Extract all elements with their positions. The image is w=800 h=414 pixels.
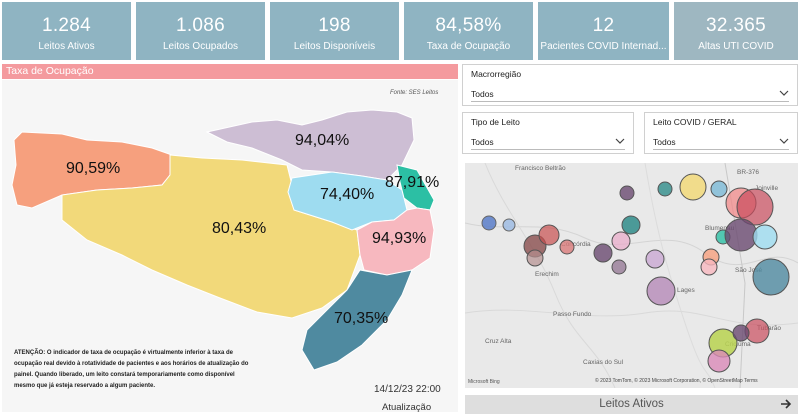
select-value: Todos xyxy=(653,137,676,147)
hospital-bubble[interactable] xyxy=(645,249,665,269)
hospital-bubble[interactable] xyxy=(502,218,516,232)
leito-covid-select[interactable]: Todos xyxy=(653,134,789,150)
hospital-bubble[interactable] xyxy=(752,258,790,296)
map-attribution[interactable]: © 2023 TomTom, © 2023 Microsoft Corporat… xyxy=(595,378,758,384)
region-sul[interactable] xyxy=(301,269,413,371)
kpi-row: 1.284 Leitos Ativos 1.086 Leitos Ocupado… xyxy=(0,0,800,62)
filter-label: Tipo de Leito xyxy=(471,117,520,127)
region-grande-florianopolis[interactable] xyxy=(356,207,435,276)
kpi-leitos-ativos[interactable]: 1.284 Leitos Ativos xyxy=(2,2,131,60)
region-label-norte: 87,91% xyxy=(385,174,440,191)
region-label-meio-oeste: 80,43% xyxy=(212,220,267,237)
kpi-value: 1.284 xyxy=(41,15,92,36)
kpi-value: 32.365 xyxy=(706,15,766,36)
occupancy-map-panel: Fonte: SES Leitos 90,59% 94,04% 80,43% 7… xyxy=(2,80,458,413)
kpi-label: Leitos Ocupados xyxy=(162,41,239,52)
kpi-value: 84,58% xyxy=(435,15,502,36)
hospital-bubble[interactable] xyxy=(559,239,575,255)
hospital-bubble[interactable] xyxy=(593,243,613,263)
chevron-down-icon[interactable] xyxy=(615,137,625,145)
macrorregiao-select[interactable]: Todos xyxy=(471,86,789,102)
source-note: Fonte: SES Leitos xyxy=(390,90,439,96)
filter-tipo-leito[interactable]: Tipo de Leito Todos xyxy=(462,112,634,154)
kpi-value: 198 xyxy=(318,15,351,36)
kpi-leitos-disponiveis[interactable]: 198 Leitos Disponíveis xyxy=(270,2,399,60)
kpi-taxa-ocupacao[interactable]: 84,58% Taxa de Ocupação xyxy=(404,2,533,60)
select-value: Todos xyxy=(471,89,494,99)
kpi-label: Taxa de Ocupação xyxy=(426,41,511,52)
region-label-vale-itajai: 74,40% xyxy=(320,186,375,203)
place-label: Passo Fundo xyxy=(553,311,592,318)
filter-label: Leito COVID / GERAL xyxy=(653,117,737,127)
chevron-down-icon[interactable] xyxy=(779,137,789,145)
hospital-bubble[interactable] xyxy=(736,188,774,226)
hospital-bubble[interactable] xyxy=(621,215,641,235)
arrow-right-icon xyxy=(781,399,792,409)
place-label: BR-376 xyxy=(737,169,760,176)
notice-text: ATENÇÃO: O indicador de taxa de ocupação… xyxy=(14,350,249,389)
place-label: Joinville xyxy=(755,185,779,192)
hospital-bubble[interactable] xyxy=(707,349,731,373)
place-label: Criciúma xyxy=(725,341,751,348)
kpi-label: Pacientes COVID Internad... xyxy=(540,41,667,52)
place-label: Francisco Beltrão xyxy=(515,165,566,172)
hospital-bubble[interactable] xyxy=(619,185,635,201)
hospital-bubble[interactable] xyxy=(732,324,750,342)
update-timestamp: 14/12/23 22:00 xyxy=(374,384,441,395)
hospital-bubble-map[interactable]: Francisco Beltrão Concórdia Erechim Pass… xyxy=(465,163,798,388)
hospital-bubble[interactable] xyxy=(700,258,718,276)
update-label: Atualização xyxy=(382,402,432,413)
place-label: Cruz Alta xyxy=(485,338,512,345)
footer-label: Leitos Ativos xyxy=(599,398,664,410)
hospital-bubble[interactable] xyxy=(646,276,676,306)
place-label: Blumenau xyxy=(705,225,735,232)
map-title: Taxa de Ocupação xyxy=(2,64,458,79)
hospital-bubble[interactable] xyxy=(538,224,560,246)
region-label-planalto-norte: 94,04% xyxy=(295,132,350,149)
chevron-down-icon[interactable] xyxy=(779,89,789,97)
tipo-leito-select[interactable]: Todos xyxy=(471,134,625,150)
hospital-bubble[interactable] xyxy=(679,173,707,201)
hospital-bubble[interactable] xyxy=(611,231,631,251)
kpi-leitos-ocupados[interactable]: 1.086 Leitos Ocupados xyxy=(136,2,265,60)
kpi-value: 1.086 xyxy=(175,15,226,36)
place-label: Concórdia xyxy=(561,241,591,248)
hospital-bubble[interactable] xyxy=(752,224,778,250)
filter-leito-covid[interactable]: Leito COVID / GERAL Todos xyxy=(644,112,798,154)
place-label: São José xyxy=(735,267,763,274)
region-label-sul: 70,35% xyxy=(334,310,389,327)
kpi-value: 12 xyxy=(592,15,615,36)
region-label-oeste: 90,59% xyxy=(66,160,121,177)
hospital-bubble[interactable] xyxy=(526,249,544,267)
kpi-pacientes-covid[interactable]: 12 Pacientes COVID Internad... xyxy=(538,2,669,60)
kpi-label: Altas UTI COVID xyxy=(698,41,774,52)
filter-label: Macrorregião xyxy=(471,69,522,79)
place-label: Erechim xyxy=(535,271,559,278)
hospital-bubble[interactable] xyxy=(611,259,627,275)
leitos-ativos-nav-button[interactable]: Leitos Ativos xyxy=(465,395,798,414)
state-map xyxy=(11,109,435,371)
region-planalto-norte[interactable] xyxy=(205,109,415,181)
hospital-bubbles[interactable] xyxy=(465,163,798,388)
select-value: Todos xyxy=(471,137,494,147)
place-label: Lages xyxy=(677,287,695,294)
kpi-label: Leitos Ativos xyxy=(38,41,95,52)
hospital-bubble[interactable] xyxy=(481,215,497,231)
place-label: Caxias do Sul xyxy=(583,359,624,366)
region-label-grande-florianopolis: 94,93% xyxy=(372,230,427,247)
kpi-altas-uti[interactable]: 32.365 Altas UTI COVID xyxy=(674,2,798,60)
bing-logo: Microsoft Bing xyxy=(468,379,500,385)
filter-macrorregiao[interactable]: Macrorregião Todos xyxy=(462,64,798,106)
hospital-bubble[interactable] xyxy=(710,180,728,198)
hospital-bubble[interactable] xyxy=(657,181,673,197)
kpi-label: Leitos Disponíveis xyxy=(293,41,376,52)
hospital-bubble[interactable] xyxy=(724,218,758,252)
